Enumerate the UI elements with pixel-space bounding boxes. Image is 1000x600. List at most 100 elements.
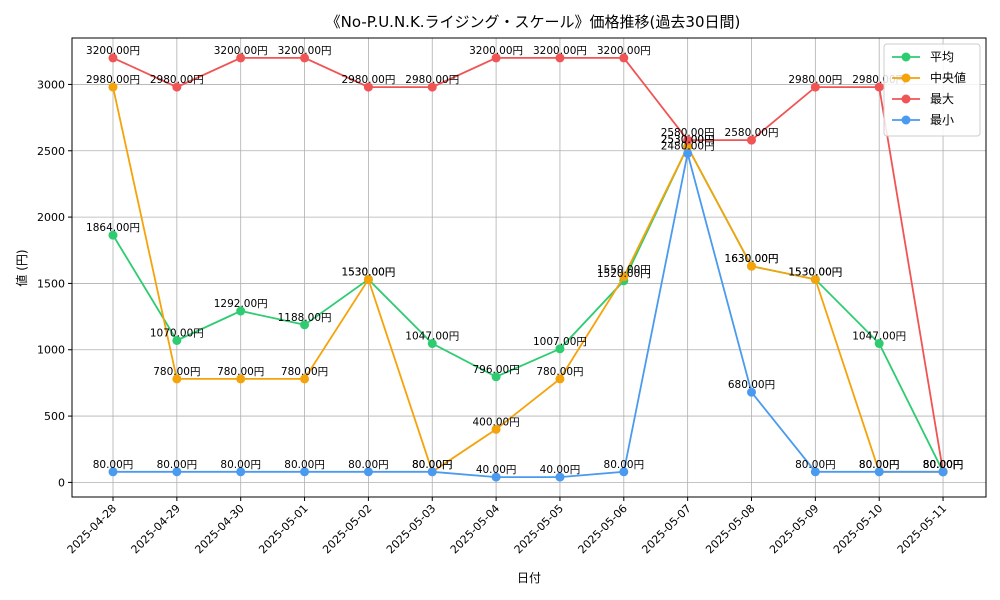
data-label: 80.00円: [923, 459, 964, 471]
data-point: [300, 320, 310, 330]
data-point: [747, 261, 756, 271]
data-label: 2480.00円: [661, 140, 715, 152]
data-point: [172, 374, 182, 384]
data-point: [236, 306, 246, 316]
grid-layer: [72, 38, 986, 497]
data-label: 1520.00円: [597, 268, 651, 280]
data-point: [555, 53, 565, 63]
data-point: [874, 339, 884, 349]
data-point: [172, 82, 182, 92]
x-tick-label: 2025-05-05: [512, 502, 566, 556]
series-layer: [108, 53, 948, 482]
legend-marker: [901, 73, 911, 83]
data-point: [300, 53, 310, 63]
data-label: 1630.00円: [725, 253, 779, 265]
x-tick-label: 2025-05-09: [767, 502, 821, 556]
data-label: 780.00円: [536, 366, 583, 378]
legend-label: 最大: [930, 92, 954, 106]
data-label: 2980.00円: [341, 74, 395, 86]
legend-label: 最小: [930, 113, 954, 127]
data-label: 1530.00円: [788, 266, 842, 278]
data-point: [874, 82, 884, 92]
data-point: [172, 467, 182, 477]
series-line: [113, 153, 944, 479]
data-point: [619, 53, 629, 63]
y-tick-label: 3000: [37, 78, 65, 91]
data-label: 80.00円: [220, 459, 261, 471]
data-label: 80.00円: [859, 459, 900, 471]
data-label: 2580.00円: [725, 127, 779, 139]
data-point: [938, 467, 948, 477]
data-label: 780.00円: [217, 366, 264, 378]
data-point: [683, 148, 693, 158]
data-point: [555, 472, 565, 482]
data-point: [363, 467, 373, 477]
data-point: [172, 335, 182, 345]
data-point: [683, 135, 693, 145]
data-label: 796.00円: [472, 364, 519, 376]
data-label: 80.00円: [157, 459, 198, 471]
x-tick-label: 2025-04-28: [65, 502, 119, 556]
data-label: 3200.00円: [533, 45, 587, 57]
data-label: 80.00円: [604, 459, 645, 471]
data-point: [810, 274, 820, 284]
data-label: 80.00円: [795, 459, 836, 471]
data-label: 1864.00円: [86, 222, 140, 234]
data-label: 1007.00円: [533, 336, 587, 348]
data-point: [747, 135, 756, 145]
data-label: 780.00円: [281, 366, 328, 378]
data-label: 3200.00円: [597, 45, 651, 57]
data-point: [236, 467, 246, 477]
data-label: 1188.00円: [278, 312, 332, 324]
x-tick-label: 2025-05-01: [256, 502, 310, 556]
data-label: 3200.00円: [278, 45, 332, 57]
data-point: [555, 344, 565, 354]
y-tick-label: 1000: [37, 344, 65, 357]
data-label: 1550.00円: [597, 264, 651, 276]
data-label: 3200.00円: [86, 45, 140, 57]
x-tick-label: 2025-05-11: [895, 502, 949, 556]
data-label: 2530.00円: [661, 134, 715, 146]
data-label: 80.00円: [923, 459, 964, 471]
data-point: [427, 82, 437, 92]
data-label: 2980.00円: [788, 74, 842, 86]
data-label: 80.00円: [93, 459, 134, 471]
data-label: 780.00円: [153, 366, 200, 378]
data-point: [108, 82, 118, 92]
data-point: [300, 467, 310, 477]
x-tick-label: 2025-05-06: [576, 502, 630, 556]
data-point: [363, 82, 373, 92]
x-tick-label: 2025-05-08: [703, 502, 757, 556]
legend-marker: [901, 94, 911, 104]
data-label: 2980.00円: [150, 74, 204, 86]
series-3: [108, 53, 948, 477]
legend-label: 中央値: [930, 70, 966, 85]
data-point: [363, 274, 373, 284]
data-label: 3200.00円: [214, 45, 268, 57]
data-point: [236, 374, 246, 384]
chart-title: 《No-P.U.N.K.ライジング・スケール》価格推移(過去30日間): [326, 13, 741, 31]
series-line: [112, 57, 944, 472]
x-axis-label: 日付: [517, 571, 541, 585]
data-label: 80.00円: [923, 459, 964, 471]
data-label: 1070.00円: [150, 327, 204, 339]
data-point: [236, 53, 246, 63]
series-2: [108, 82, 948, 477]
y-tick-label: 1500: [37, 277, 65, 290]
x-tick-label: 2025-05-02: [320, 502, 374, 556]
y-tick-label: 500: [44, 410, 65, 423]
data-label: 2980.00円: [405, 74, 459, 86]
data-point: [491, 372, 501, 382]
data-label: 80.00円: [348, 459, 389, 471]
data-point: [874, 467, 884, 477]
data-label: 1047.00円: [405, 331, 459, 343]
data-label: 80.00円: [859, 459, 900, 471]
data-label: 40.00円: [476, 464, 517, 476]
data-label: 1292.00円: [214, 298, 268, 310]
data-label: 80.00円: [412, 459, 453, 471]
data-label: 2580.00円: [661, 127, 715, 139]
y-tick-label: 2500: [37, 145, 65, 158]
